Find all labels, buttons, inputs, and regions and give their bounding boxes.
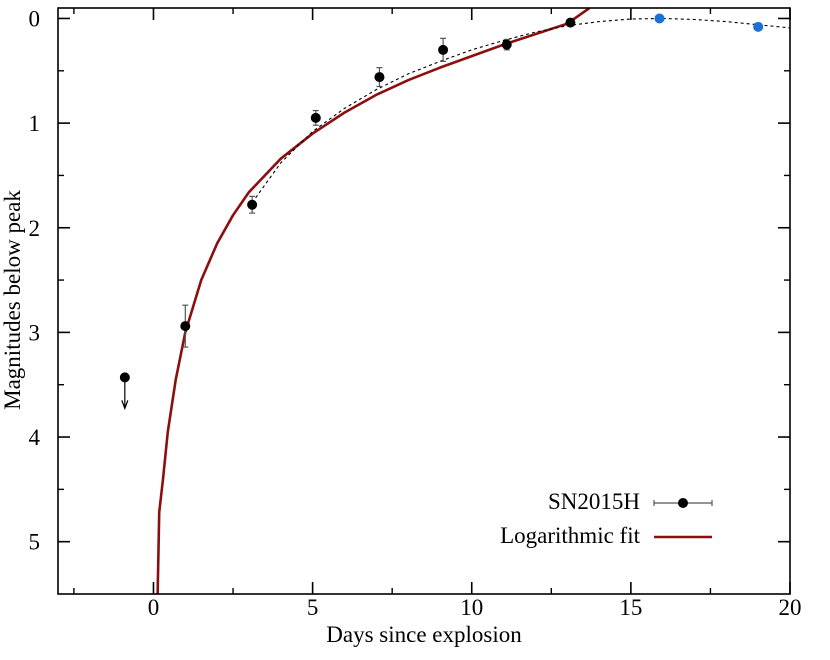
y-tick-label: 0 (29, 6, 41, 31)
x-tick-label: 20 (779, 595, 802, 620)
tick-marks (58, 8, 791, 594)
logarithmic-fit-line (156, 8, 591, 594)
x-tick-label: 5 (307, 595, 319, 620)
data-point (180, 321, 191, 332)
data-point (247, 199, 258, 210)
legend-symbol-point (678, 498, 688, 508)
y-axis-title: Magnitudes below peak (0, 190, 25, 410)
x-axis-title: Days since explosion (326, 622, 522, 647)
legend: SN2015H Logarithmic fit (500, 489, 713, 548)
blue-data-point (753, 21, 764, 32)
data-point (310, 112, 321, 123)
data-point (501, 39, 512, 50)
y-tick-label: 3 (29, 320, 41, 345)
dashed-reference-curve (251, 17, 790, 203)
blue-data-point (654, 13, 665, 24)
plot-frame (57, 7, 791, 595)
upper-limit-point (119, 372, 130, 383)
legend-label-logarithmic-fit: Logarithmic fit (500, 523, 640, 548)
x-tick-label: 15 (619, 595, 642, 620)
upper-limit-arrow-head (121, 400, 129, 411)
y-tick-label: 5 (29, 530, 41, 555)
data-point (565, 17, 576, 28)
y-tick-label: 2 (29, 216, 41, 241)
x-tick-label: 10 (460, 595, 483, 620)
y-tick-label: 1 (29, 111, 41, 136)
data-point (438, 44, 449, 55)
data-point (374, 72, 385, 83)
y-tick-label: 4 (29, 425, 41, 450)
tick-labels: 0 5 10 15 20 0 1 2 3 4 5 (29, 6, 802, 620)
legend-label-sn2015h: SN2015H (548, 489, 640, 514)
plot-area (119, 8, 790, 594)
x-tick-label: 0 (148, 595, 160, 620)
